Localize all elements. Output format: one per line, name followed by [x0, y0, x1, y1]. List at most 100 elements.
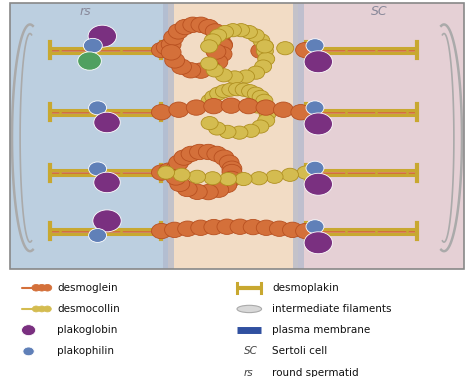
Circle shape	[94, 172, 120, 193]
Circle shape	[256, 220, 276, 235]
Circle shape	[204, 219, 224, 235]
Circle shape	[240, 25, 257, 38]
Circle shape	[269, 221, 289, 236]
Circle shape	[166, 170, 186, 185]
Circle shape	[38, 306, 46, 312]
Circle shape	[32, 306, 40, 312]
Circle shape	[306, 161, 324, 175]
Circle shape	[226, 71, 243, 84]
Circle shape	[181, 146, 201, 162]
Text: desmocollin: desmocollin	[57, 304, 120, 314]
Circle shape	[297, 166, 314, 179]
Circle shape	[177, 181, 197, 197]
Circle shape	[304, 232, 332, 254]
Circle shape	[306, 39, 324, 53]
Circle shape	[217, 219, 237, 234]
Circle shape	[152, 224, 171, 239]
Circle shape	[231, 126, 248, 139]
Circle shape	[215, 69, 232, 82]
Circle shape	[169, 24, 188, 39]
Circle shape	[204, 172, 221, 185]
Circle shape	[255, 60, 272, 73]
Circle shape	[238, 98, 258, 114]
Circle shape	[159, 163, 179, 178]
Circle shape	[253, 34, 270, 47]
Text: intermediate filaments: intermediate filaments	[273, 304, 392, 314]
Circle shape	[170, 176, 190, 192]
Circle shape	[169, 155, 189, 170]
Bar	[10, 3, 168, 270]
Circle shape	[247, 29, 264, 42]
Circle shape	[256, 44, 273, 58]
Circle shape	[201, 60, 220, 75]
Circle shape	[206, 44, 226, 59]
Circle shape	[93, 210, 121, 232]
Circle shape	[175, 19, 195, 35]
Circle shape	[172, 59, 191, 74]
Circle shape	[221, 98, 241, 113]
Circle shape	[242, 84, 259, 98]
Circle shape	[209, 122, 226, 135]
Circle shape	[296, 224, 316, 239]
Circle shape	[37, 285, 46, 291]
Circle shape	[165, 53, 184, 68]
Circle shape	[222, 161, 242, 176]
Circle shape	[23, 347, 34, 356]
Circle shape	[306, 101, 324, 115]
Circle shape	[266, 170, 283, 183]
Circle shape	[157, 166, 174, 179]
Circle shape	[237, 70, 255, 83]
Circle shape	[247, 87, 264, 100]
Circle shape	[221, 171, 241, 187]
Circle shape	[169, 102, 189, 117]
Circle shape	[201, 40, 218, 53]
Circle shape	[252, 120, 269, 133]
Circle shape	[152, 165, 171, 180]
Circle shape	[209, 182, 228, 198]
Circle shape	[297, 106, 314, 119]
Text: desmoplakin: desmoplakin	[273, 283, 339, 293]
Circle shape	[44, 306, 51, 312]
Circle shape	[212, 37, 232, 52]
Circle shape	[304, 51, 332, 73]
Circle shape	[89, 101, 107, 115]
Circle shape	[256, 101, 273, 114]
Circle shape	[205, 90, 222, 103]
Circle shape	[166, 161, 186, 176]
Circle shape	[219, 172, 237, 185]
Circle shape	[205, 24, 225, 39]
Circle shape	[247, 66, 264, 79]
Ellipse shape	[237, 305, 262, 313]
Circle shape	[306, 220, 324, 234]
Circle shape	[190, 144, 210, 159]
Circle shape	[304, 113, 332, 135]
Circle shape	[156, 40, 176, 55]
Circle shape	[204, 34, 221, 47]
Circle shape	[259, 107, 276, 120]
Bar	[163, 3, 174, 270]
Circle shape	[206, 64, 223, 77]
Circle shape	[256, 100, 276, 115]
Circle shape	[256, 40, 273, 53]
Circle shape	[181, 63, 201, 78]
Circle shape	[228, 83, 246, 96]
Circle shape	[219, 125, 236, 138]
Circle shape	[191, 17, 211, 32]
Text: SC: SC	[244, 346, 258, 356]
Circle shape	[243, 219, 263, 235]
Circle shape	[201, 116, 218, 130]
Text: plakophilin: plakophilin	[57, 346, 114, 356]
Circle shape	[164, 30, 183, 45]
Bar	[168, 3, 299, 270]
Circle shape	[235, 172, 252, 185]
Circle shape	[43, 285, 52, 291]
Circle shape	[296, 42, 316, 58]
Circle shape	[210, 29, 227, 42]
Text: rs: rs	[80, 5, 91, 18]
Circle shape	[32, 285, 40, 291]
Text: Sertoli cell: Sertoli cell	[273, 346, 328, 356]
Circle shape	[219, 155, 239, 170]
Circle shape	[217, 25, 234, 38]
Circle shape	[201, 94, 218, 107]
Circle shape	[214, 150, 234, 165]
